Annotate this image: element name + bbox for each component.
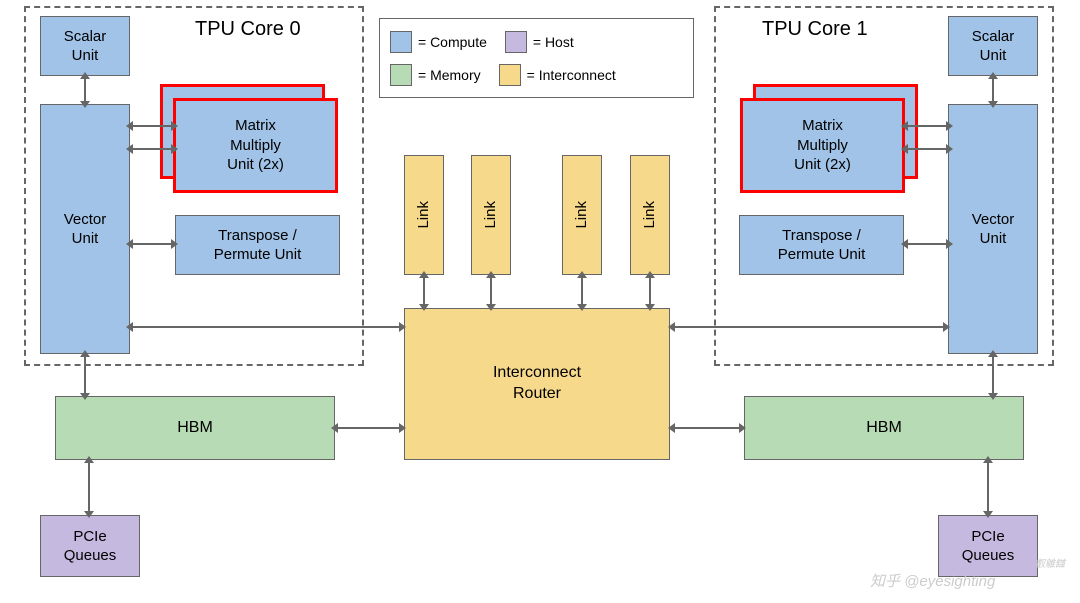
interconnect-router: Interconnect Router [404, 308, 670, 460]
arrow-c1-vector-mmu-1 [907, 125, 947, 127]
arrow-hbm-pcie-right [987, 462, 989, 512]
arrow-c0-vector-hbm [84, 356, 86, 394]
arrow-link3-router [649, 277, 651, 305]
legend-row-2: = Memory = Interconnect [390, 64, 683, 86]
link-3-label: Link [640, 201, 660, 229]
arrow-c0-vector-mmu-2 [132, 148, 172, 150]
core0-vector-unit: Vector Unit [40, 104, 130, 354]
arrow-c1-vector-mmu-2 [907, 148, 947, 150]
arrow-c1-vector-hbm [992, 356, 994, 394]
arrow-link1-router [490, 277, 492, 305]
arrow-hbm-left-router [337, 427, 400, 429]
swatch-interconnect [499, 64, 521, 86]
core0-title: TPU Core 0 [195, 18, 301, 41]
legend-row-1: = Compute = Host [390, 31, 683, 53]
legend-interconnect: = Interconnect [499, 64, 616, 86]
arrow-c1-vector-router [674, 326, 944, 328]
legend-compute: = Compute [390, 31, 487, 53]
core1-mmu-front: Matrix Multiply Unit (2x) [740, 98, 905, 193]
legend-compute-label: = Compute [418, 34, 487, 50]
core0-scalar-unit: Scalar Unit [40, 16, 130, 76]
swatch-compute [390, 31, 412, 53]
link-1: Link [471, 155, 511, 275]
link-2-label: Link [572, 201, 592, 229]
legend-panel: = Compute = Host = Memory = Interconnect [379, 18, 694, 98]
arrow-c0-vector-transpose [132, 243, 172, 245]
arrow-link2-router [581, 277, 583, 305]
hbm-right: HBM [744, 396, 1024, 460]
core0-transpose-unit: Transpose / Permute Unit [175, 215, 340, 275]
arrow-link0-router [423, 277, 425, 305]
link-1-label: Link [481, 201, 501, 229]
legend-memory-label: = Memory [418, 67, 481, 83]
core1-vector-unit: Vector Unit [948, 104, 1038, 354]
legend-memory: = Memory [390, 64, 481, 86]
core1-transpose-unit: Transpose / Permute Unit [739, 215, 904, 275]
arrow-c1-scalar-vector [992, 78, 994, 102]
arrow-hbm-pcie-left [88, 462, 90, 512]
core1-title: TPU Core 1 [762, 18, 868, 41]
arrow-c0-vector-mmu-1 [132, 125, 172, 127]
link-0: Link [404, 155, 444, 275]
arrow-c0-scalar-vector [84, 78, 86, 102]
arrow-c0-vector-router [132, 326, 400, 328]
swatch-host [505, 31, 527, 53]
arrow-c1-vector-transpose [907, 243, 947, 245]
link-0-label: Link [414, 201, 434, 229]
swatch-memory [390, 64, 412, 86]
watermark-text: 知乎 @eyesighting [870, 570, 995, 591]
core1-scalar-unit: Scalar Unit [948, 16, 1038, 76]
legend-interconnect-label: = Interconnect [527, 67, 616, 83]
watermark-text-2: 叡鵻讎 [1035, 555, 1065, 570]
legend-host-label: = Host [533, 34, 574, 50]
legend-host: = Host [505, 31, 574, 53]
pcie-left: PCIe Queues [40, 515, 140, 577]
link-2: Link [562, 155, 602, 275]
pcie-right: PCIe Queues [938, 515, 1038, 577]
link-3: Link [630, 155, 670, 275]
hbm-left: HBM [55, 396, 335, 460]
core0-mmu-front: Matrix Multiply Unit (2x) [173, 98, 338, 193]
arrow-hbm-right-router [674, 427, 740, 429]
